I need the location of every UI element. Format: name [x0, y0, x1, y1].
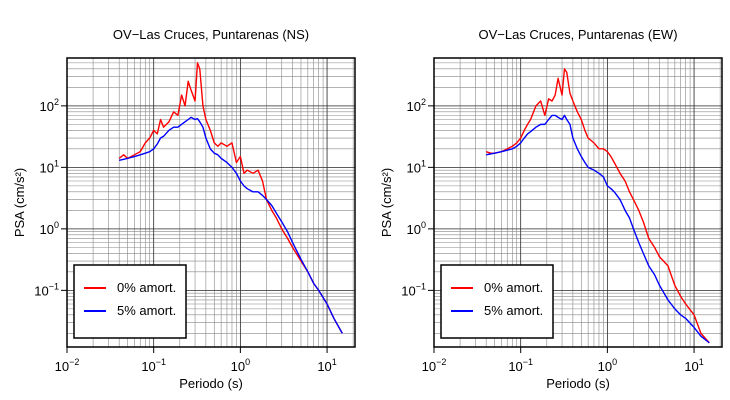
tick-exponent: −1 — [156, 357, 166, 367]
tick-exponent: −1 — [49, 281, 59, 291]
plot-frame — [66, 57, 356, 348]
tick-label: 10−1 — [401, 281, 426, 298]
tick-exponent: 1 — [699, 357, 704, 367]
tick-exponent: 2 — [421, 97, 426, 107]
tick-label: 100 — [231, 357, 250, 374]
x-axis-label: Periodo (s) — [546, 376, 610, 391]
tick-label: 100 — [40, 220, 59, 237]
tick-label: 101 — [317, 357, 336, 374]
tick-label: 102 — [40, 97, 59, 114]
tick-label: 10−2 — [422, 357, 447, 374]
chart-title: OV−Las Cruces, Puntarenas (EW) — [478, 27, 677, 42]
tick-exponent: 0 — [421, 220, 426, 230]
legend-label: 5% amort. — [117, 303, 176, 318]
series-line — [119, 116, 343, 334]
series-line — [485, 68, 710, 344]
tick-label: 101 — [407, 158, 426, 175]
tick-exponent: −1 — [523, 357, 533, 367]
y-axis-label: PSA (cm/s²) — [379, 168, 394, 237]
tick-label: 10−2 — [55, 357, 80, 374]
tick-exponent: 0 — [612, 357, 617, 367]
tick-label: 10−1 — [508, 357, 533, 374]
legend-label: 0% amort. — [117, 280, 176, 295]
tick-label: 10−1 — [141, 357, 166, 374]
x-axis-label: Periodo (s) — [179, 376, 243, 391]
tick-exponent: 0 — [245, 357, 250, 367]
legend-box — [440, 264, 554, 339]
legend-box — [73, 264, 187, 339]
tick-exponent: 1 — [332, 357, 337, 367]
tick-exponent: 1 — [421, 158, 426, 168]
tick-label: 100 — [407, 220, 426, 237]
tick-label: 101 — [40, 158, 59, 175]
plot-frame — [433, 57, 723, 348]
legend-label: 5% amort. — [484, 303, 543, 318]
tick-exponent: −2 — [69, 357, 79, 367]
tick-exponent: 0 — [54, 220, 59, 230]
tick-label: 100 — [598, 357, 617, 374]
tick-label: 10−1 — [34, 281, 59, 298]
tick-exponent: −1 — [416, 281, 426, 291]
chart-title: OV−Las Cruces, Puntarenas (NS) — [113, 27, 309, 42]
tick-exponent: 1 — [54, 158, 59, 168]
tick-exponent: 2 — [54, 97, 59, 107]
tick-label: 101 — [684, 357, 703, 374]
series-line — [118, 62, 343, 334]
legend-label: 0% amort. — [484, 280, 543, 295]
series-line — [486, 114, 710, 344]
tick-exponent: −2 — [436, 357, 446, 367]
y-axis-label: PSA (cm/s²) — [12, 168, 27, 237]
tick-label: 102 — [407, 97, 426, 114]
